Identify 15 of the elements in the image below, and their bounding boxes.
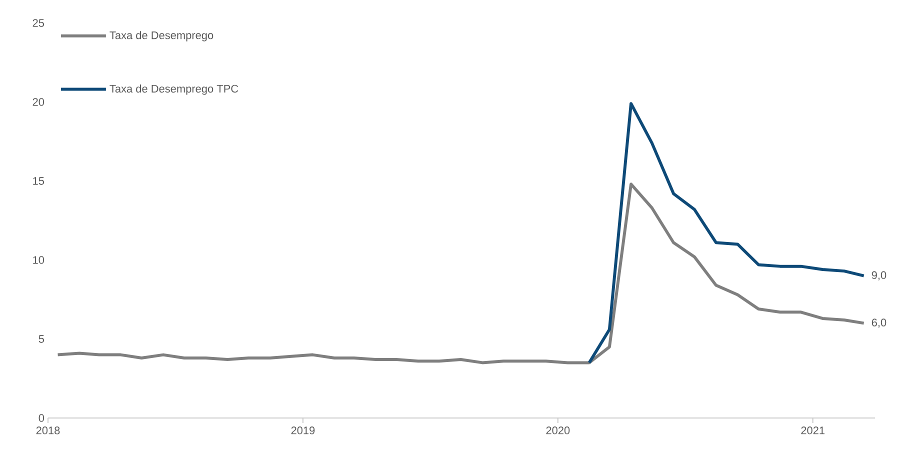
x-tick-label: 2018 xyxy=(36,426,60,434)
legend-label: Taxa de Desemprego TPC xyxy=(110,84,238,95)
x-tick-label: 2019 xyxy=(291,426,315,434)
y-tick-label: 15 xyxy=(33,177,44,185)
y-tick-label: 0 xyxy=(38,414,44,422)
data-label: 6,0 xyxy=(872,318,886,328)
x-tick-label: 2020 xyxy=(546,426,570,434)
x-tick-label: 2021 xyxy=(801,426,824,434)
legend-label: Taxa de Desemprego xyxy=(110,31,214,42)
y-tick-label: 5 xyxy=(38,335,44,343)
line-series xyxy=(588,102,866,364)
y-tick-label: 20 xyxy=(32,98,44,106)
data-label: 9,0 xyxy=(872,271,886,280)
y-tick-label: 10 xyxy=(33,256,44,264)
y-tick-label: 25 xyxy=(32,19,44,27)
